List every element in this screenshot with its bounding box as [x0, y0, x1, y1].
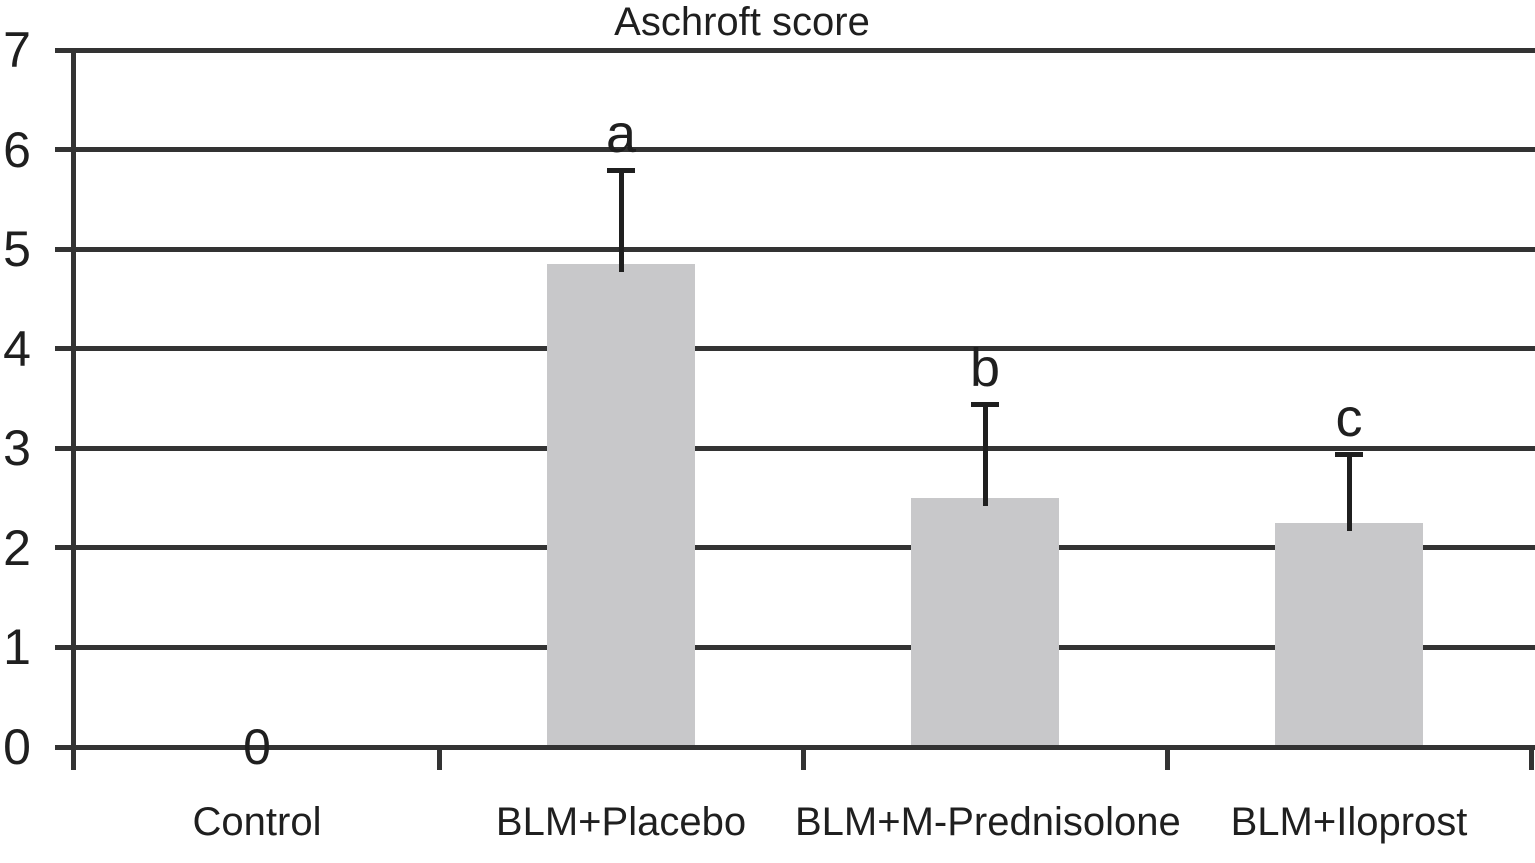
gridline-y5 [55, 246, 1535, 252]
y-tick-label-2: 2 [3, 519, 31, 576]
bar-1 [547, 264, 695, 747]
gridline-y4 [55, 346, 1535, 352]
x-axis-tick-1 [436, 747, 442, 770]
error-bar-1 [618, 169, 624, 273]
x-axis-tick-2 [800, 747, 806, 770]
gridline-y1 [55, 644, 1535, 650]
y-tick-label-4: 4 [3, 320, 31, 377]
y-tick-label-3: 3 [3, 420, 31, 477]
bar-3 [1275, 522, 1423, 747]
y-tick-label-7: 7 [3, 22, 31, 78]
gridline-y7 [55, 47, 1535, 53]
gridline-y2 [55, 545, 1535, 551]
category-label-2: BLM+M-Prednisolone [795, 800, 1181, 844]
bar-2 [911, 498, 1059, 747]
value-label-0: 0 [243, 719, 271, 775]
error-bar-cap-1 [607, 168, 635, 174]
category-label-3: BLM+Iloprost [1230, 800, 1468, 844]
significance-label-3: c [1335, 388, 1363, 449]
error-bar-3 [1346, 453, 1352, 531]
y-axis-line [71, 48, 76, 770]
gridline-y6 [55, 147, 1535, 153]
gridline-y0 [55, 744, 1535, 750]
x-axis-tick-4 [1528, 747, 1534, 770]
error-bar-cap-2 [971, 402, 999, 408]
significance-label-2: b [969, 338, 1001, 399]
error-bar-2 [982, 403, 988, 507]
chart-title: Aschroft score [614, 0, 870, 44]
significance-label-1: a [605, 104, 637, 165]
y-tick-label-5: 5 [3, 221, 31, 278]
y-tick-label-0: 0 [3, 719, 31, 775]
x-axis-tick-3 [1164, 747, 1170, 770]
gridline-y3 [55, 445, 1535, 451]
error-bar-cap-3 [1335, 452, 1363, 458]
category-label-0: Control [192, 800, 322, 844]
y-tick-label-1: 1 [3, 619, 31, 676]
y-tick-label-6: 6 [3, 121, 31, 178]
category-label-1: BLM+Placebo [495, 800, 747, 844]
